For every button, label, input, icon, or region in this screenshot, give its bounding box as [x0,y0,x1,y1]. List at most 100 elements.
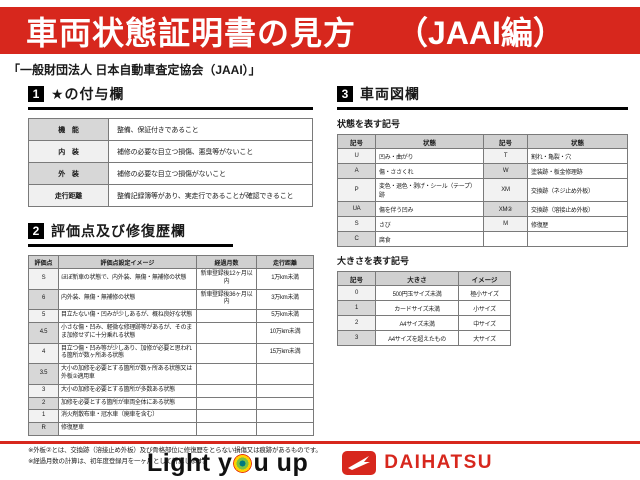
daihatsu-logo: DAIHATSU [342,451,493,475]
table-cell [196,363,257,385]
table-row: C 腐食 [337,231,628,247]
table-row: 4.5 小さな傷・凹み、軽微な修理跡等があるが、そのまま加修せずに十分乗れる状態 1… [28,321,314,344]
table-cell: 2 [28,396,59,411]
evaluation-score-table: 評価点 評価点設定イメージ 経過月数 走行距離 S ほぼ新車の状態で、内外装、無傷・無補… [28,255,314,436]
table-row: 6 内外装、無傷・無補修の状態 新車登録後36ヶ月以内 3万km未満 [28,288,314,311]
table-cell: 大サイズ [458,330,511,346]
table-cell [196,342,257,365]
organization-label: 「一般財団法人 日本自動車査定協会（JAAI）」 [8,63,261,77]
table-cell: 消火剤散布車・冠水車（廃車を含む） [58,409,197,424]
table-row: 5 目立たない傷・凹みが少しあるが、概ね良好な状態 5万km未満 [28,309,314,323]
table-row: 2 A4サイズ未満 中サイズ [337,315,511,331]
table-row: 機 能整備、保証付きであること [28,118,313,141]
left-column: 1 ★の付与欄 機 能整備、保証付きであること内 装補修の必要な目立つ損傷、悪臭… [28,84,322,467]
size-symbols-label: 大きさを表す記号 [337,256,410,266]
star-criteria-table: 機 能整備、保証付きであること内 装補修の必要な目立つ損傷、悪臭等がないこと外 … [28,118,313,207]
table-cell: 修復歴車 [58,422,197,436]
table-row: S ほぼ新車の状態で、内外装、無傷・無補修の状態 新車登録後12ヶ月以内 1万km未満 [28,268,314,290]
table-cell: 目立つ傷・凹み等が少しあり、加修が必要と思われる箇所が数ヶ所ある状態 [58,342,197,365]
table-cell: XM [483,178,528,202]
size-symbols-table: 記号 大きさ イメージ 0 500円玉サイズ未満 極小サイズ 1 カードサイズ未満 小サイズ 2… [337,271,511,346]
table-cell: 交換跡（ネジ止め外板） [527,178,628,202]
table-cell: 1 [337,300,376,316]
table-header-cell: 記号 [337,271,376,286]
table-cell: 15万km未満 [256,342,314,365]
table-cell [527,231,628,247]
table-cell: C [337,231,376,247]
right-column: 3 車両図欄 状態を表す記号 記号 状態 記号 状態 U 凹み・曲がり T 割れ・亀裂・穴 A… [337,84,628,346]
table-header-row: 記号 大きさ イメージ [337,271,511,286]
footnotes: ※外板②とは、交換跡（溶接止め外板）及び骨格部位に修復歴をとらない損傷又は痕跡が… [28,445,322,467]
table-cell: 新車登録後12ヶ月以内 [196,268,257,290]
table-cell [256,383,314,398]
table-cell: 2 [337,315,376,331]
table-cell: 500円玉サイズ未満 [375,285,459,301]
table-cell: 外 装 [28,162,109,185]
title-banner: 車両状態証明書の見方 （JAAI編） [0,7,640,54]
table-cell: R [28,422,59,436]
table-cell: 内外装、無傷・無補修の状態 [58,288,197,311]
table-header-cell: 記号 [337,134,376,149]
table-cell: 傷を伴う凹み [375,201,484,217]
section3-header: 3 車両図欄 [337,84,628,110]
slogan-text-after: u up [253,448,309,477]
table-cell [196,422,257,436]
table-cell: 0 [337,285,376,301]
table-header-cell: 状態 [375,134,484,149]
table-cell: 塗装跡・板金修理跡 [527,163,628,179]
light-you-up-logo: Light y u up [147,449,308,478]
table-cell [256,396,314,411]
table-cell: 整備記録簿等があり、実走行であることが確認できること [108,184,313,207]
table-cell: T [483,148,528,164]
table-cell: 凹み・曲がり [375,148,484,164]
table-row: 外 装補修の必要な目立つ損傷がないこと [28,162,313,185]
table-cell: 補修の必要な目立つ損傷がないこと [108,162,313,185]
table-cell: ほぼ新車の状態で、内外装、無傷・無補修の状態 [58,268,197,290]
table-cell: 割れ・亀裂・穴 [527,148,628,164]
table-header-row: 評価点 評価点設定イメージ 経過月数 走行距離 [28,255,314,269]
table-cell: 腐食 [375,231,484,247]
table-cell: XM② [483,201,528,217]
table-cell: S [337,216,376,232]
table-cell: 4.5 [28,321,59,344]
table-cell [196,383,257,398]
table-cell: 5 [28,309,59,323]
table-cell: W [483,163,528,179]
slogan-text-before: Light y [147,448,233,477]
table-cell: 3 [28,383,59,398]
table-cell: 内 装 [28,140,109,163]
table-cell: 1万km未満 [256,268,314,290]
table-cell: 傷・ささくれ [375,163,484,179]
table-cell [256,422,314,436]
table-row: P 変色・退色・剥げ・シール（テープ）跡 XM 交換跡（ネジ止め外板） [337,178,628,202]
table-row: UA 傷を伴う凹み XM② 交換跡（溶接止め外板） [337,201,628,217]
footer: Light y u up DAIHATSU [0,446,640,480]
table-cell: 加修を必要とする箇所が車両全体にある状態 [58,396,197,411]
table-row: 1 消火剤散布車・冠水車（廃車を含む） [28,409,314,424]
table-row: U 凹み・曲がり T 割れ・亀裂・穴 [337,148,628,164]
table-header-row: 記号 状態 記号 状態 [337,134,628,149]
target-icon [233,453,253,473]
table-row: 内 装補修の必要な目立つ損傷、悪臭等がないこと [28,140,313,163]
table-cell: カードサイズ未満 [375,300,459,316]
table-cell: A4サイズを超えたもの [375,330,459,346]
edition-label: （JAAI編） [396,14,565,51]
table-cell: 小サイズ [458,300,511,316]
state-symbols-table: 記号 状態 記号 状態 U 凹み・曲がり T 割れ・亀裂・穴 A 傷・ささくれ W 塗装跡・板金修理… [337,134,628,247]
table-cell [256,363,314,385]
section3-number-badge: 3 [337,86,353,102]
table-row: 3 A4サイズを超えたもの 大サイズ [337,330,511,346]
table-cell: M [483,216,528,232]
table-cell: さび [375,216,484,232]
section1-number-badge: 1 [28,86,44,102]
footnote-line: ※外板②とは、交換跡（溶接止め外板）及び骨格部位に修復歴をとらない損傷又は痕跡が… [28,446,322,454]
table-cell [196,321,257,344]
table-header-cell: 評価点 [28,255,59,269]
state-symbols-label: 状態を表す記号 [337,119,401,129]
page-title: 車両状態証明書の見方 [26,14,357,51]
table-cell: 5万km未満 [256,309,314,323]
table-row: 0 500円玉サイズ未満 極小サイズ [337,285,511,301]
table-cell: 機 能 [28,118,109,141]
table-header-cell: 状態 [527,134,628,149]
table-cell: 4 [28,342,59,365]
